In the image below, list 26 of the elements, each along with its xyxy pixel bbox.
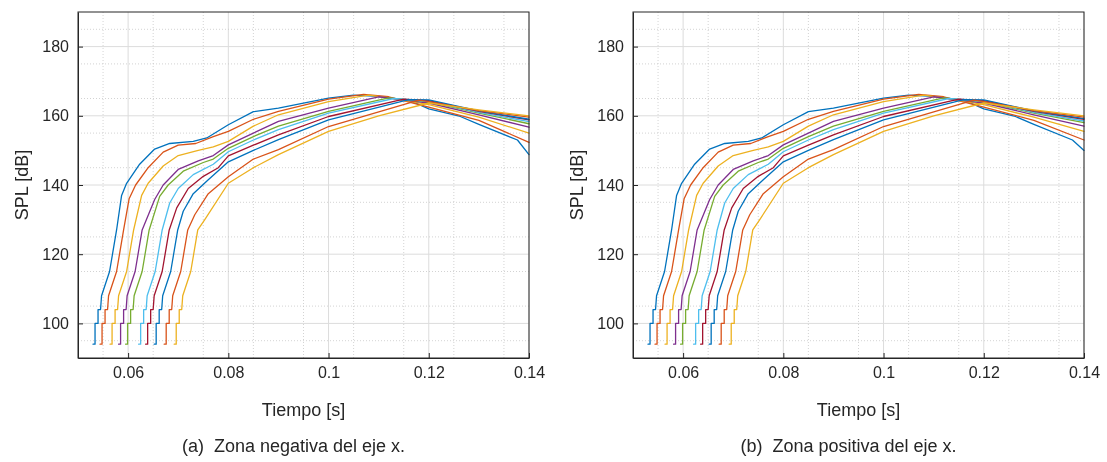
text: (a) Zona negativa del eje x. [181, 436, 406, 456]
x-tick-label: 0.06 [668, 364, 700, 382]
y-axis-title: SPL [dB] [12, 149, 32, 221]
y-tick-label: 100 [597, 315, 625, 333]
text: (b) Zona positiva del eje x. [740, 436, 957, 456]
y-tick-label: 160 [42, 107, 70, 125]
x-tick-label: 0.1 [872, 364, 896, 382]
y-tick-label: 140 [597, 176, 625, 194]
x-tick-label: 0.14 [513, 364, 546, 382]
y-axis-title: SPL [dB] [567, 149, 587, 221]
x-tick-label: 0.12 [968, 364, 1000, 382]
y-tick-label: 160 [597, 107, 625, 125]
y-tick-label: 120 [42, 245, 70, 263]
y-tick-label: 120 [597, 245, 625, 263]
x-tick-label: 0.1 [317, 364, 341, 382]
y-tick-label: 100 [42, 315, 70, 333]
y-tick-label: 180 [597, 38, 625, 56]
y-tick-label: 180 [42, 38, 70, 56]
x-tick-label: 0.14 [1068, 364, 1101, 382]
x-tick-label: 0.08 [213, 364, 245, 382]
x-tick-label: 0.06 [113, 364, 145, 382]
x-axis-title: Tiempo [s] [816, 400, 901, 420]
x-axis-title: Tiempo [s] [261, 400, 346, 420]
x-tick-label: 0.12 [413, 364, 445, 382]
y-tick-label: 140 [42, 176, 70, 194]
x-tick-label: 0.08 [768, 364, 800, 382]
